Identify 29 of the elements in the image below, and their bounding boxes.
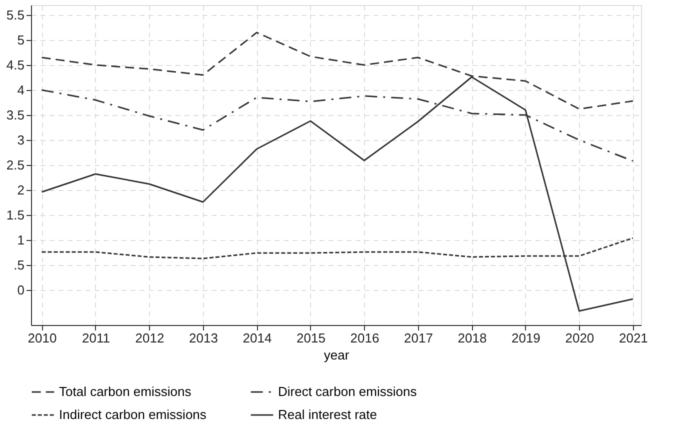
y-tick-label: 0 [17, 282, 24, 298]
x-tick-label: 2018 [458, 330, 487, 346]
legend-label: Total carbon emissions [59, 384, 192, 399]
x-tick-label: 2017 [404, 330, 433, 346]
y-tick-label: .5 [14, 258, 24, 272]
legend-label: Real interest rate [278, 407, 377, 422]
y-tick-label: 2.5 [6, 158, 24, 172]
x-tick-label: 2016 [350, 330, 380, 346]
x-tick-label: 2020 [565, 330, 594, 346]
x-tick-label: 2014 [242, 330, 272, 346]
x-axis-title: year [324, 348, 350, 362]
x-tick-label: 2019 [511, 330, 540, 346]
legend-label: Direct carbon emissions [278, 384, 418, 399]
y-tick-label: 4 [17, 82, 24, 98]
y-tick-label: 5 [17, 32, 24, 48]
x-tick-label: 2011 [82, 330, 110, 346]
x-tick-label: 2012 [135, 330, 164, 346]
y-tick-label: 1.5 [6, 208, 24, 222]
legend-label: Indirect carbon emissions [59, 407, 207, 422]
x-tick-label: 2015 [296, 330, 326, 346]
y-tick-label: 3.5 [6, 108, 24, 122]
x-tick-label: 2013 [189, 330, 218, 346]
y-tick-label: 4.5 [6, 58, 24, 72]
y-tick-label: 2 [17, 182, 24, 198]
y-tick-label: 3 [17, 132, 24, 148]
x-tick-label: 2021 [618, 330, 648, 346]
y-tick-label: 5.5 [6, 8, 24, 22]
y-tick-label: 1 [17, 232, 24, 248]
x-tick-label: 2010 [28, 330, 57, 346]
